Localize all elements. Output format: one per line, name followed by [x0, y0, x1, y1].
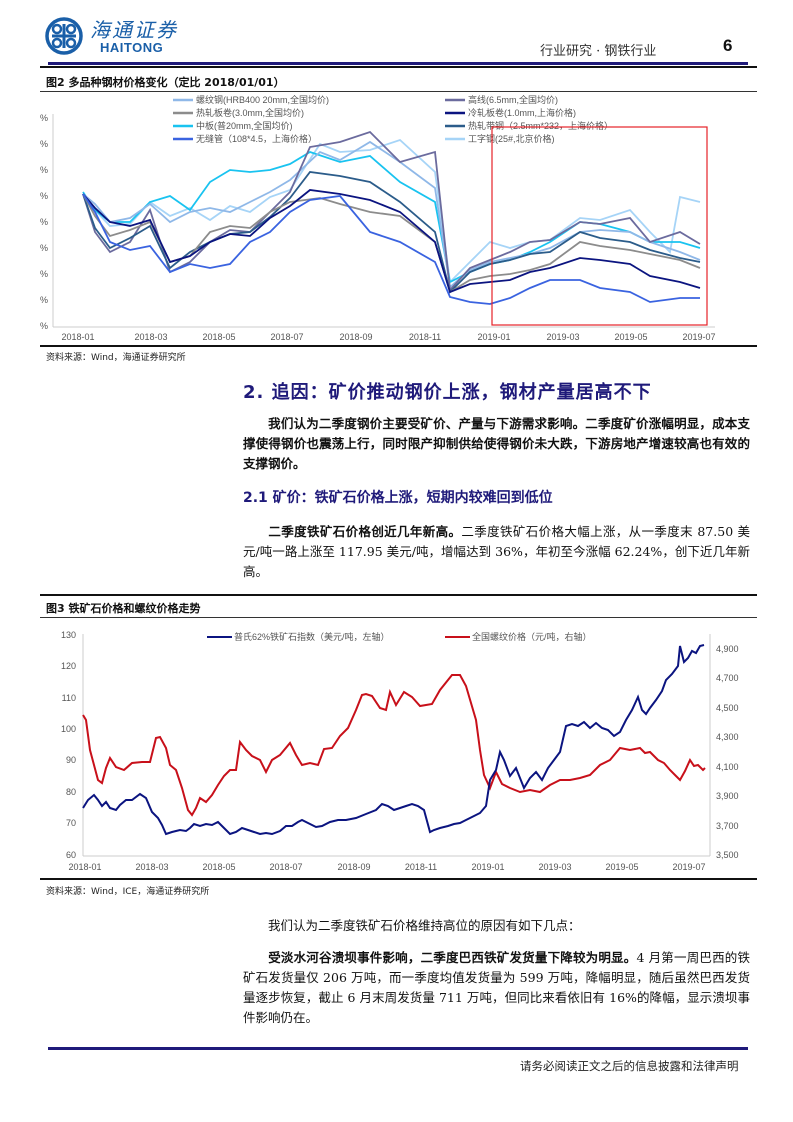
- svg-text:12%: 12%: [40, 113, 48, 123]
- company-logo: [44, 16, 184, 58]
- svg-text:2018-03: 2018-03: [134, 332, 167, 342]
- svg-text:90: 90: [66, 755, 76, 765]
- figure2-chart: 螺纹钢(HRB400 20mm,全国均价) 热轧板卷(3.0mm,全国均价) 中…: [40, 94, 716, 342]
- section-heading-2: 2. 追因：矿价推动钢价上涨，钢材产量居高不下: [243, 382, 652, 403]
- svg-text:-20%: -20%: [40, 321, 48, 331]
- iron-ore-index-line: [82, 644, 705, 836]
- figure2-y-axis: 12% 8% 4% 0% -4% -8% -12% -16% -20%: [40, 113, 48, 331]
- figure2-title: 图2 多品种钢材价格变化（定比 2018/01/01）: [46, 76, 285, 89]
- svg-text:2018-07: 2018-07: [270, 332, 303, 342]
- svg-text:3,500: 3,500: [716, 850, 739, 860]
- svg-text:全国螺纹价格（元/吨，右轴）: 全国螺纹价格（元/吨，右轴）: [472, 631, 592, 642]
- figure3-title-rule: [40, 617, 757, 618]
- svg-text:60: 60: [66, 850, 76, 860]
- figure2-bottom-rule: [40, 345, 757, 347]
- svg-text:2019-07: 2019-07: [672, 862, 705, 872]
- body2-lead-text: 我们认为二季度铁矿石价格维持高位的原因有如下几点：: [268, 918, 581, 933]
- figure3-top-rule: [40, 594, 757, 596]
- section21-bold-lead: 二季度铁矿石价格创近几年新高。: [268, 524, 462, 539]
- figure2-series: [82, 130, 701, 305]
- figure3-bottom-rule: [40, 878, 757, 880]
- figure2-legend: 螺纹钢(HRB400 20mm,全国均价) 热轧板卷(3.0mm,全国均价) 中…: [173, 94, 613, 144]
- svg-text:2018-09: 2018-09: [337, 862, 370, 872]
- section2-intro: 我们认为二季度钢价主要受矿价、产量与下游需求影响。二季度矿价涨幅明显，成本支撑使…: [243, 414, 750, 474]
- svg-text:-12%: -12%: [40, 269, 48, 279]
- section-heading-2-1: 2.1 矿价：铁矿石价格上涨，短期内较难回到低位: [243, 490, 553, 506]
- svg-text:-16%: -16%: [40, 295, 48, 305]
- section2-intro-text: 我们认为二季度钢价主要受矿价、产量与下游需求影响。二季度矿价涨幅明显，成本支撑使…: [243, 416, 750, 471]
- figure3-source: 资料来源：Wind，ICE，海通证券研究所: [46, 887, 210, 897]
- svg-text:3,700: 3,700: [716, 821, 739, 831]
- body2-point1-text: 4 月第一周巴西的铁矿石发货量仅 206 万吨，而一季度均值发货量为 599 万…: [243, 950, 750, 1025]
- page-number: 6: [723, 36, 733, 55]
- svg-text:-4%: -4%: [40, 217, 48, 227]
- svg-text:70: 70: [66, 818, 76, 828]
- svg-text:2018-11: 2018-11: [405, 862, 437, 872]
- haitong-emblem-icon: [45, 17, 83, 55]
- figure3-legend: 普氏62%铁矿石指数（美元/吨，左轴） 全国螺纹价格（元/吨，右轴）: [207, 631, 592, 642]
- figure3-title: 图3 铁矿石价格和螺纹价格走势: [46, 602, 201, 615]
- figure3-x-axis: 2018-01 2018-03 2018-05 2018-07 2018-09 …: [68, 862, 705, 872]
- svg-text:2019-03: 2019-03: [546, 332, 579, 342]
- svg-text:2018-07: 2018-07: [269, 862, 302, 872]
- logo-chinese-text: 海通证券: [90, 18, 178, 42]
- logo-english-text: HAITONG: [100, 40, 164, 55]
- figure3-left-axis: 130 120 110 100 90 80 70 60: [61, 630, 76, 860]
- svg-text:2019-07: 2019-07: [682, 332, 715, 342]
- svg-text:110: 110: [62, 693, 76, 703]
- footer-disclaimer: 请务必阅读正文之后的信息披露和法律声明: [520, 1059, 739, 1073]
- svg-text:普氏62%铁矿石指数（美元/吨，左轴）: 普氏62%铁矿石指数（美元/吨，左轴）: [234, 631, 390, 642]
- svg-text:-8%: -8%: [40, 243, 48, 253]
- highlight-rectangle: [491, 126, 708, 326]
- svg-text:2018-01: 2018-01: [68, 862, 101, 872]
- svg-text:3,900: 3,900: [716, 791, 739, 801]
- svg-text:工字钢(25#,北京价格): 工字钢(25#,北京价格): [468, 133, 555, 144]
- svg-text:2019-05: 2019-05: [614, 332, 647, 342]
- svg-text:4,700: 4,700: [716, 673, 739, 683]
- svg-text:无缝管（108*4.5，上海价格）: 无缝管（108*4.5，上海价格）: [196, 133, 317, 144]
- svg-text:4,500: 4,500: [716, 703, 739, 713]
- svg-text:2019-05: 2019-05: [605, 862, 638, 872]
- svg-text:8%: 8%: [40, 139, 48, 149]
- figure3-chart: 普氏62%铁矿石指数（美元/吨，左轴） 全国螺纹价格（元/吨，右轴） 130 1…: [61, 630, 739, 872]
- svg-text:2018-05: 2018-05: [202, 862, 235, 872]
- svg-text:中板(普20mm,全国均价): 中板(普20mm,全国均价): [196, 120, 293, 131]
- svg-text:热轧板卷(3.0mm,全国均价): 热轧板卷(3.0mm,全国均价): [196, 107, 304, 118]
- body2-point1-bold: 受淡水河谷溃坝事件影响，二季度巴西铁矿发货量下降较为明显。: [268, 950, 637, 965]
- svg-text:热轧带钢（2.5mm*232，上海价格）: 热轧带钢（2.5mm*232，上海价格）: [468, 120, 613, 131]
- svg-text:4,900: 4,900: [716, 644, 739, 654]
- svg-text:冷轧板卷(1.0mm,上海价格): 冷轧板卷(1.0mm,上海价格): [468, 107, 576, 118]
- section-label: 行业研究 · 钢铁行业: [540, 44, 657, 59]
- svg-text:4,100: 4,100: [716, 762, 739, 772]
- svg-text:2019-01: 2019-01: [471, 862, 504, 872]
- svg-text:100: 100: [61, 724, 76, 734]
- section21-paragraph: 二季度铁矿石价格创近几年新高。二季度铁矿石价格大幅上涨，从一季度末 87.50 …: [243, 522, 750, 582]
- figure2-x-axis: 2018-01 2018-03 2018-05 2018-07 2018-09 …: [61, 332, 715, 342]
- body2-point1: 受淡水河谷溃坝事件影响，二季度巴西铁矿发货量下降较为明显。4 月第一周巴西的铁矿…: [243, 948, 750, 1028]
- footer-divider: [48, 1047, 748, 1050]
- figure2-source: 资料来源：Wind，海通证券研究所: [46, 353, 186, 363]
- svg-text:2019-03: 2019-03: [538, 862, 571, 872]
- svg-text:0%: 0%: [40, 191, 48, 201]
- svg-text:130: 130: [61, 630, 76, 640]
- svg-text:80: 80: [66, 787, 76, 797]
- svg-text:2019-01: 2019-01: [477, 332, 510, 342]
- svg-text:4%: 4%: [40, 165, 48, 175]
- section21-body-text: 二季度铁矿石价格大幅上涨，从一季度末 87.50 美元/吨一路上涨至 117.9…: [243, 524, 750, 579]
- figure3-right-axis: 4,900 4,700 4,500 4,300 4,100 3,900 3,70…: [716, 644, 739, 860]
- svg-text:2018-01: 2018-01: [61, 332, 94, 342]
- svg-text:高线(6.5mm,全国均价): 高线(6.5mm,全国均价): [468, 94, 558, 105]
- figure2-title-rule: [40, 91, 757, 92]
- svg-text:120: 120: [61, 661, 76, 671]
- rebar-price-line: [82, 674, 706, 817]
- svg-text:2018-03: 2018-03: [135, 862, 168, 872]
- svg-text:4,300: 4,300: [716, 732, 739, 742]
- body2-lead: 我们认为二季度铁矿石价格维持高位的原因有如下几点：: [243, 916, 750, 936]
- svg-text:螺纹钢(HRB400 20mm,全国均价): 螺纹钢(HRB400 20mm,全国均价): [196, 94, 329, 105]
- svg-text:2018-05: 2018-05: [202, 332, 235, 342]
- header-divider: [48, 62, 748, 65]
- svg-text:2018-11: 2018-11: [409, 332, 441, 342]
- figure2-top-rule: [40, 66, 757, 68]
- svg-text:2018-09: 2018-09: [339, 332, 372, 342]
